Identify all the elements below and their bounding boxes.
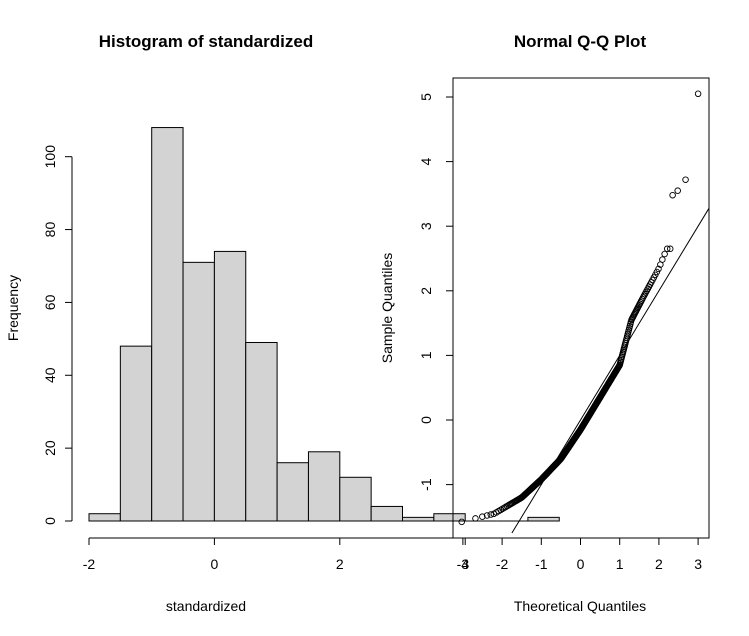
qq-x-tick-label: 2 — [655, 556, 663, 572]
histogram-bar — [213, 250, 247, 522]
qq-x-tick-label: 0 — [577, 556, 585, 572]
qq-point — [663, 245, 671, 253]
histogram-y-tick-label: 80 — [42, 222, 58, 238]
qq-point — [458, 518, 466, 526]
qq-x-tick-label: 1 — [616, 556, 624, 572]
histogram-y-tick-label: 40 — [42, 367, 58, 383]
histogram-y-axis: 0 20 40 60 80 100 — [42, 145, 73, 525]
qq-y-tick-label: 1 — [418, 351, 434, 359]
qq-plot-title: Normal Q-Q Plot — [514, 32, 647, 51]
histogram-bar — [119, 345, 153, 522]
qq-point — [653, 268, 661, 276]
qq-point — [661, 250, 668, 258]
histogram-x-axis-label: standardized — [166, 598, 246, 614]
qq-outlier-point — [682, 176, 689, 183]
histogram-bar — [370, 505, 403, 522]
qq-point — [483, 512, 491, 519]
qq-y-tick-label: 3 — [418, 222, 434, 230]
qq-y-tick-label: 5 — [418, 93, 434, 101]
qq-point — [479, 513, 486, 520]
qq-point — [655, 265, 662, 273]
histogram-y-tick-label: 100 — [42, 145, 58, 169]
qq-plot-y-axis-label: Sample Quantiles — [379, 253, 395, 364]
qq-outlier-point — [694, 90, 702, 98]
qq-plot-x-axis: -3 -2 -1 0 1 2 3 — [457, 537, 702, 572]
qq-plot-panel: Normal Q-Q Plot Theoretical Quantiles Sa… — [379, 32, 710, 614]
histogram-bar — [433, 513, 466, 522]
qq-outlier-point — [669, 191, 676, 199]
qq-plot-y-axis: -1 0 1 2 3 4 5 — [418, 93, 453, 491]
histogram-bar — [88, 513, 121, 522]
qq-y-tick-label: -1 — [418, 478, 434, 491]
histogram-x-tick-label: 0 — [211, 556, 219, 572]
qq-point — [499, 505, 506, 513]
histogram-bar — [182, 261, 215, 522]
histogram-bars — [88, 127, 560, 522]
qq-x-tick-label: -2 — [496, 556, 509, 572]
qq-x-tick-label: -3 — [457, 556, 470, 572]
histogram-title: Histogram of standardized — [99, 32, 313, 51]
histogram-bar — [402, 516, 435, 522]
qq-point — [659, 256, 666, 263]
qq-plot-box — [452, 77, 710, 539]
histogram-bar — [245, 341, 278, 522]
qq-reference-line — [511, 207, 709, 534]
histogram-y-tick-label: 60 — [42, 294, 58, 310]
qq-reference-line-path — [511, 207, 709, 534]
qq-y-tick-label: 0 — [418, 416, 434, 424]
qq-plot-x-axis-label: Theoretical Quantiles — [514, 598, 646, 614]
qq-y-tick-label: 4 — [418, 157, 434, 165]
histogram-y-axis-label: Frequency — [5, 275, 21, 341]
histogram-bar — [339, 476, 372, 522]
qq-point — [666, 245, 674, 253]
histogram-bar — [307, 451, 341, 522]
qq-y-tick-label: 2 — [418, 287, 434, 295]
qq-x-tick-label: 3 — [694, 556, 702, 572]
histogram-panel: Histogram of standardized standardized F… — [5, 32, 560, 614]
qq-point — [487, 511, 495, 518]
histogram-x-tick-label: 2 — [336, 556, 344, 572]
histogram-x-tick-label: 4 — [461, 556, 469, 572]
histogram-y-tick-label: 20 — [42, 440, 58, 456]
qq-points — [458, 90, 702, 526]
histogram-bar — [276, 462, 309, 522]
histogram-y-tick-label: 0 — [42, 517, 58, 525]
histogram-bar — [527, 516, 560, 522]
histogram-bar — [151, 127, 184, 522]
qq-point — [472, 515, 479, 522]
qq-outlier-point — [674, 187, 681, 194]
histogram-x-tick-label: -2 — [83, 556, 96, 572]
histogram-x-axis: -2 0 2 4 — [83, 537, 469, 572]
qq-x-tick-label: -1 — [535, 556, 548, 572]
